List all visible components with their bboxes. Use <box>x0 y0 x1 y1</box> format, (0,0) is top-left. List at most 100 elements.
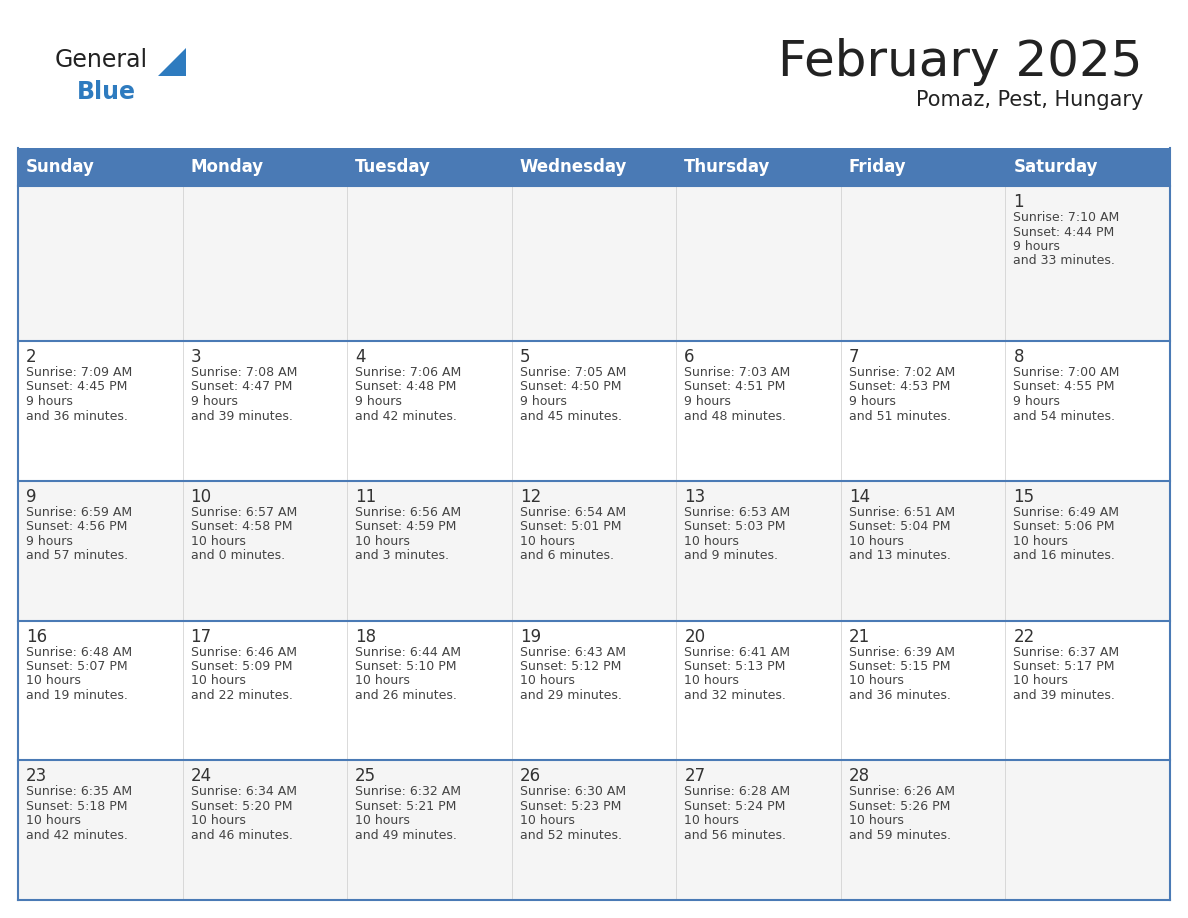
Text: Sunrise: 6:57 AM: Sunrise: 6:57 AM <box>190 506 297 519</box>
Text: Sunrise: 6:43 AM: Sunrise: 6:43 AM <box>519 645 626 658</box>
Text: Sunrise: 6:34 AM: Sunrise: 6:34 AM <box>190 785 297 799</box>
Text: Friday: Friday <box>849 158 906 176</box>
Text: Sunset: 4:50 PM: Sunset: 4:50 PM <box>519 380 621 394</box>
Bar <box>18 186 1170 341</box>
Bar <box>18 148 1170 186</box>
Text: and 32 minutes.: and 32 minutes. <box>684 689 786 702</box>
Text: 10 hours: 10 hours <box>684 814 739 827</box>
Text: 10 hours: 10 hours <box>355 535 410 548</box>
Text: 9 hours: 9 hours <box>355 395 402 408</box>
Text: 10 hours: 10 hours <box>519 814 575 827</box>
Text: Sunrise: 7:10 AM: Sunrise: 7:10 AM <box>1013 211 1119 224</box>
Text: Sunset: 4:53 PM: Sunset: 4:53 PM <box>849 380 950 394</box>
Text: Monday: Monday <box>190 158 264 176</box>
Text: Sunset: 4:56 PM: Sunset: 4:56 PM <box>26 521 127 533</box>
Bar <box>18 621 1170 760</box>
Text: 10 hours: 10 hours <box>190 535 246 548</box>
Text: and 39 minutes.: and 39 minutes. <box>190 409 292 422</box>
Text: Sunrise: 6:51 AM: Sunrise: 6:51 AM <box>849 506 955 519</box>
Text: 19: 19 <box>519 628 541 645</box>
Text: 13: 13 <box>684 487 706 506</box>
Text: 10 hours: 10 hours <box>26 814 81 827</box>
Text: 10 hours: 10 hours <box>519 535 575 548</box>
Text: 15: 15 <box>1013 487 1035 506</box>
Text: February 2025: February 2025 <box>778 38 1143 86</box>
Text: Sunset: 5:24 PM: Sunset: 5:24 PM <box>684 800 785 812</box>
Text: and 19 minutes.: and 19 minutes. <box>26 689 128 702</box>
Text: 6: 6 <box>684 348 695 366</box>
Text: Sunrise: 7:00 AM: Sunrise: 7:00 AM <box>1013 366 1120 379</box>
Text: Sunset: 5:23 PM: Sunset: 5:23 PM <box>519 800 621 812</box>
Text: 10 hours: 10 hours <box>684 535 739 548</box>
Text: 10 hours: 10 hours <box>355 814 410 827</box>
Text: 24: 24 <box>190 767 211 785</box>
Text: Sunset: 5:04 PM: Sunset: 5:04 PM <box>849 521 950 533</box>
Text: Sunset: 5:03 PM: Sunset: 5:03 PM <box>684 521 785 533</box>
Text: Sunrise: 7:08 AM: Sunrise: 7:08 AM <box>190 366 297 379</box>
Bar <box>18 760 1170 900</box>
Text: Sunset: 5:06 PM: Sunset: 5:06 PM <box>1013 521 1114 533</box>
Text: Sunset: 5:26 PM: Sunset: 5:26 PM <box>849 800 950 812</box>
Bar <box>18 341 1170 481</box>
Text: Sunset: 5:17 PM: Sunset: 5:17 PM <box>1013 660 1114 673</box>
Text: Sunrise: 6:54 AM: Sunrise: 6:54 AM <box>519 506 626 519</box>
Text: 2: 2 <box>26 348 37 366</box>
Text: Sunset: 5:21 PM: Sunset: 5:21 PM <box>355 800 456 812</box>
Text: Sunset: 5:15 PM: Sunset: 5:15 PM <box>849 660 950 673</box>
Text: Sunset: 4:55 PM: Sunset: 4:55 PM <box>1013 380 1114 394</box>
Text: Sunset: 5:09 PM: Sunset: 5:09 PM <box>190 660 292 673</box>
Text: and 57 minutes.: and 57 minutes. <box>26 549 128 562</box>
Text: and 42 minutes.: and 42 minutes. <box>355 409 457 422</box>
Text: and 3 minutes.: and 3 minutes. <box>355 549 449 562</box>
Text: Thursday: Thursday <box>684 158 771 176</box>
Text: General: General <box>55 48 148 72</box>
Text: 17: 17 <box>190 628 211 645</box>
Text: and 9 minutes.: and 9 minutes. <box>684 549 778 562</box>
Text: 18: 18 <box>355 628 377 645</box>
Text: Sunrise: 7:09 AM: Sunrise: 7:09 AM <box>26 366 132 379</box>
Text: 9 hours: 9 hours <box>684 395 731 408</box>
Text: 22: 22 <box>1013 628 1035 645</box>
Text: Sunrise: 6:37 AM: Sunrise: 6:37 AM <box>1013 645 1119 658</box>
Text: Sunrise: 6:49 AM: Sunrise: 6:49 AM <box>1013 506 1119 519</box>
Text: Sunset: 5:10 PM: Sunset: 5:10 PM <box>355 660 456 673</box>
Text: 3: 3 <box>190 348 201 366</box>
Text: Pomaz, Pest, Hungary: Pomaz, Pest, Hungary <box>916 90 1143 110</box>
Text: 10 hours: 10 hours <box>849 814 904 827</box>
Text: 23: 23 <box>26 767 48 785</box>
Text: 10 hours: 10 hours <box>190 814 246 827</box>
Text: and 51 minutes.: and 51 minutes. <box>849 409 950 422</box>
Bar <box>18 481 1170 621</box>
Text: 12: 12 <box>519 487 541 506</box>
Text: 10 hours: 10 hours <box>1013 535 1068 548</box>
Text: and 39 minutes.: and 39 minutes. <box>1013 689 1116 702</box>
Text: and 13 minutes.: and 13 minutes. <box>849 549 950 562</box>
Text: Sunset: 4:58 PM: Sunset: 4:58 PM <box>190 521 292 533</box>
Text: and 16 minutes.: and 16 minutes. <box>1013 549 1116 562</box>
Text: 10 hours: 10 hours <box>26 675 81 688</box>
Text: and 56 minutes.: and 56 minutes. <box>684 829 786 842</box>
Text: and 42 minutes.: and 42 minutes. <box>26 829 128 842</box>
Text: 9 hours: 9 hours <box>849 395 896 408</box>
Text: Sunset: 5:18 PM: Sunset: 5:18 PM <box>26 800 127 812</box>
Text: Sunrise: 7:02 AM: Sunrise: 7:02 AM <box>849 366 955 379</box>
Text: Sunday: Sunday <box>26 158 95 176</box>
Text: and 0 minutes.: and 0 minutes. <box>190 549 285 562</box>
Text: Sunset: 5:07 PM: Sunset: 5:07 PM <box>26 660 127 673</box>
Text: and 48 minutes.: and 48 minutes. <box>684 409 786 422</box>
Text: 10 hours: 10 hours <box>190 675 246 688</box>
Text: 9 hours: 9 hours <box>26 395 72 408</box>
Text: Sunrise: 6:28 AM: Sunrise: 6:28 AM <box>684 785 790 799</box>
Text: 20: 20 <box>684 628 706 645</box>
Text: 9: 9 <box>26 487 37 506</box>
Text: 10 hours: 10 hours <box>849 535 904 548</box>
Text: Sunrise: 7:06 AM: Sunrise: 7:06 AM <box>355 366 461 379</box>
Text: Sunrise: 6:39 AM: Sunrise: 6:39 AM <box>849 645 955 658</box>
Text: 10 hours: 10 hours <box>684 675 739 688</box>
Text: 10 hours: 10 hours <box>1013 675 1068 688</box>
Text: and 46 minutes.: and 46 minutes. <box>190 829 292 842</box>
Text: Sunrise: 6:59 AM: Sunrise: 6:59 AM <box>26 506 132 519</box>
Text: Sunrise: 6:35 AM: Sunrise: 6:35 AM <box>26 785 132 799</box>
Text: and 22 minutes.: and 22 minutes. <box>190 689 292 702</box>
Text: Sunrise: 6:56 AM: Sunrise: 6:56 AM <box>355 506 461 519</box>
